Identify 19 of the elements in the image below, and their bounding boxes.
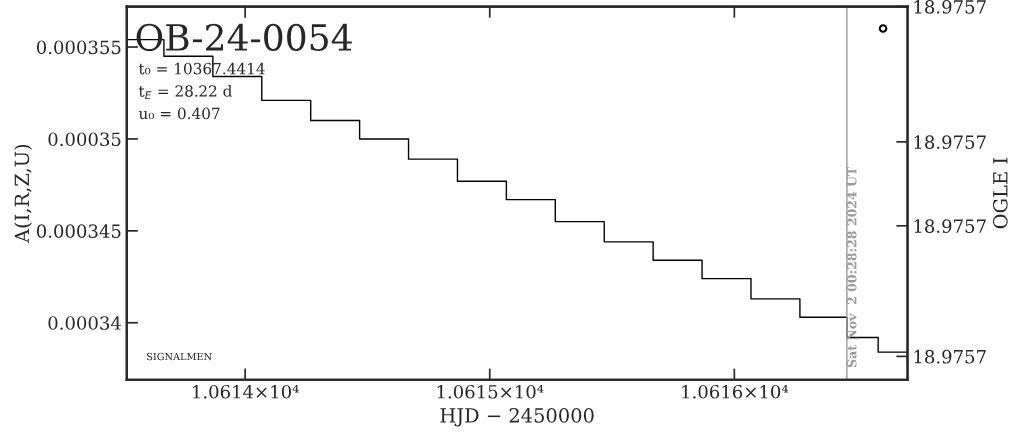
y2-tick-label: 18.9757 — [914, 135, 986, 149]
annotation: u₀ = 0.407 — [138, 107, 220, 120]
y2-axis-title: OGLE I — [992, 158, 1008, 229]
annotation: t$_{E}$ = 28.22 d — [138, 84, 232, 100]
annotation: SIGNALMEN — [147, 352, 212, 361]
y2-tick-label: 18.9757 — [914, 219, 986, 233]
x-tick-label: 1.0614×10⁴ — [193, 384, 299, 399]
x-tick-label: 1.0615×10⁴ — [437, 384, 544, 399]
x-axis-title: HJD − 2450000 — [440, 407, 594, 427]
y-tick-label: 0.00035 — [48, 132, 121, 147]
annotation: Sat Nov 2 00:28:28 2024 UT — [847, 166, 857, 368]
y-axis-title: A(I,R,Z,U) — [14, 144, 32, 244]
chart-title: OB-24-0054 — [136, 23, 352, 52]
x-tick-label: 1.0616×10⁴ — [682, 384, 789, 399]
y-tick-label: 0.00034 — [48, 316, 121, 330]
y2-tick-label: 18.9757 — [914, 349, 986, 364]
y-tick-label: 0.000345 — [36, 224, 121, 238]
y-tick-label: 0.000355 — [36, 40, 121, 55]
y2-tick-label: 18.9757 — [914, 0, 986, 14]
